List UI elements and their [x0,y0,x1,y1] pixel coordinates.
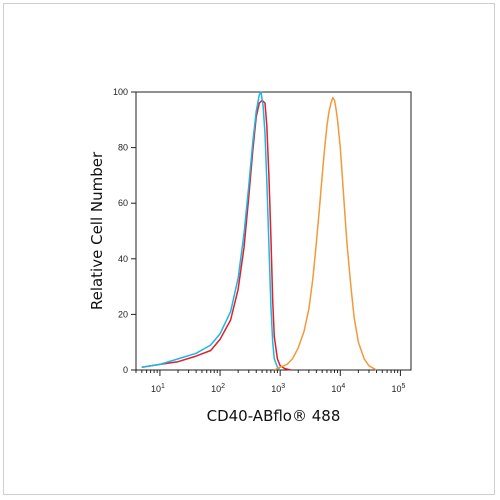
series-group [141,91,377,371]
histogram-series-1 [141,99,291,371]
y-axis-title: Relative Cell Number [88,151,106,310]
x-tick-exponent: 4 [341,383,345,390]
x-tick-exponent: 5 [401,383,405,390]
x-tick-label: 102 [211,383,225,394]
x-axis-title: CD40-ABflo® 488 [207,407,341,425]
y-tick-label: 0 [123,365,128,375]
x-tick-label: 104 [331,383,345,394]
histogram-chart: 0 20 40 60 80 100 101 102 103 104 105 CD40-ABflo®… [88,87,412,425]
x-tick-exponent: 2 [221,383,225,390]
y-tick-label: 100 [113,87,128,97]
x-tick-label: 103 [271,383,285,394]
x-tick-exponent: 3 [281,383,285,390]
x-tick-exponent: 1 [161,383,165,390]
y-tick-label: 20 [118,309,128,319]
x-tick-label: 101 [151,383,165,394]
x-tick-label: 105 [391,383,405,394]
figure-frame: 0 20 40 60 80 100 101 102 103 104 105 CD40-ABflo®… [3,3,495,495]
y-tick-label: 80 [118,143,128,153]
y-tick-label: 60 [118,198,128,208]
y-axis: 0 20 40 60 80 100 [113,87,136,375]
histogram-series-3 [273,96,377,371]
y-tick-label: 40 [118,254,128,264]
x-axis: 101 102 103 104 105 [135,370,405,394]
histogram-series-2 [141,91,281,371]
